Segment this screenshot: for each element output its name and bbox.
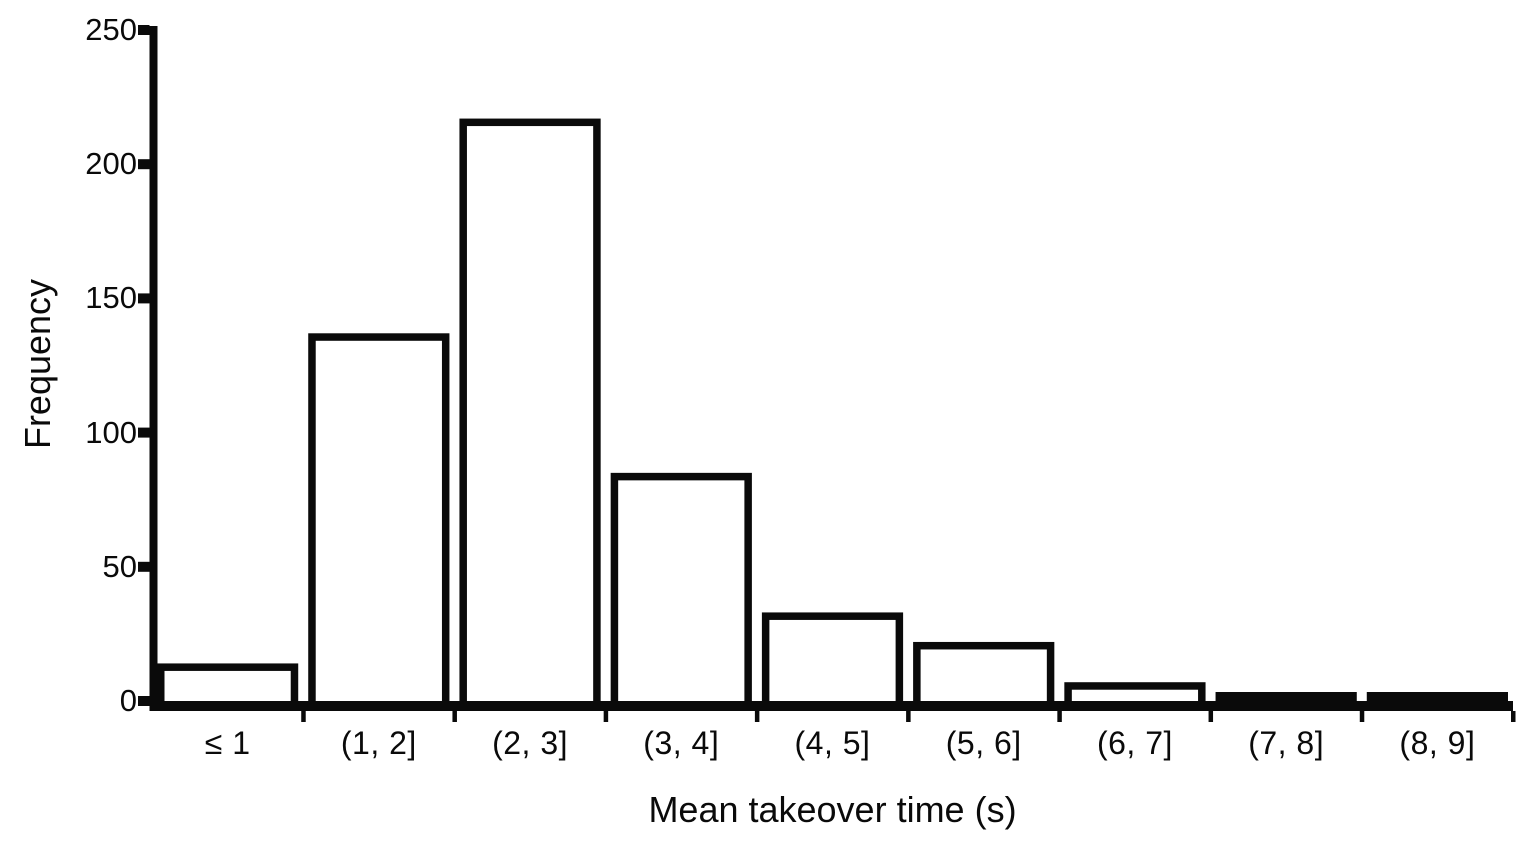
x-axis-tick (301, 711, 306, 722)
bar (761, 612, 904, 709)
y-axis-tick (138, 696, 150, 706)
y-axis-tick (138, 159, 150, 170)
x-axis-line (149, 701, 1513, 711)
x-tick-label: (5, 6] (945, 725, 1022, 761)
x-tick-label: (4, 5] (794, 725, 871, 761)
y-axis-tick (138, 427, 150, 438)
y-axis-tick (138, 561, 150, 572)
x-axis-tick (452, 711, 457, 722)
y-axis-line (149, 26, 158, 711)
y-axis-tick (138, 25, 150, 35)
y-axis-title: Frequency (17, 278, 58, 450)
y-tick-label: 200 (85, 146, 137, 182)
x-axis-tick (1208, 711, 1214, 722)
x-tick-label: (3, 4] (643, 725, 720, 761)
x-axis-tick (1057, 711, 1062, 722)
bar (459, 118, 601, 709)
y-axis-tick (138, 293, 150, 304)
y-tick-label: 150 (85, 280, 137, 316)
x-axis-tick (603, 711, 609, 722)
x-axis-tick (1359, 711, 1365, 722)
x-tick-label: (6, 7] (1096, 725, 1173, 761)
bar (308, 333, 450, 709)
y-tick-label: 250 (85, 12, 137, 47)
x-tick-label: (2, 3] (492, 725, 568, 761)
x-tick-label: (7, 8] (1248, 725, 1325, 761)
x-axis-tick (1511, 711, 1516, 722)
bar (610, 472, 752, 709)
x-tick-label: (8, 9] (1399, 725, 1476, 761)
y-tick-label: 0 (119, 683, 137, 718)
x-axis-tick (906, 711, 911, 722)
bar (157, 663, 299, 709)
y-tick-label: 50 (102, 548, 137, 584)
x-tick-label: (1, 2] (340, 725, 417, 761)
x-axis-title: Mean takeover time (s) (648, 789, 1017, 830)
y-tick-label: 100 (85, 414, 137, 450)
bar (913, 641, 1055, 709)
x-tick-label: ≤ 1 (204, 725, 251, 761)
x-axis-tick (754, 711, 760, 722)
